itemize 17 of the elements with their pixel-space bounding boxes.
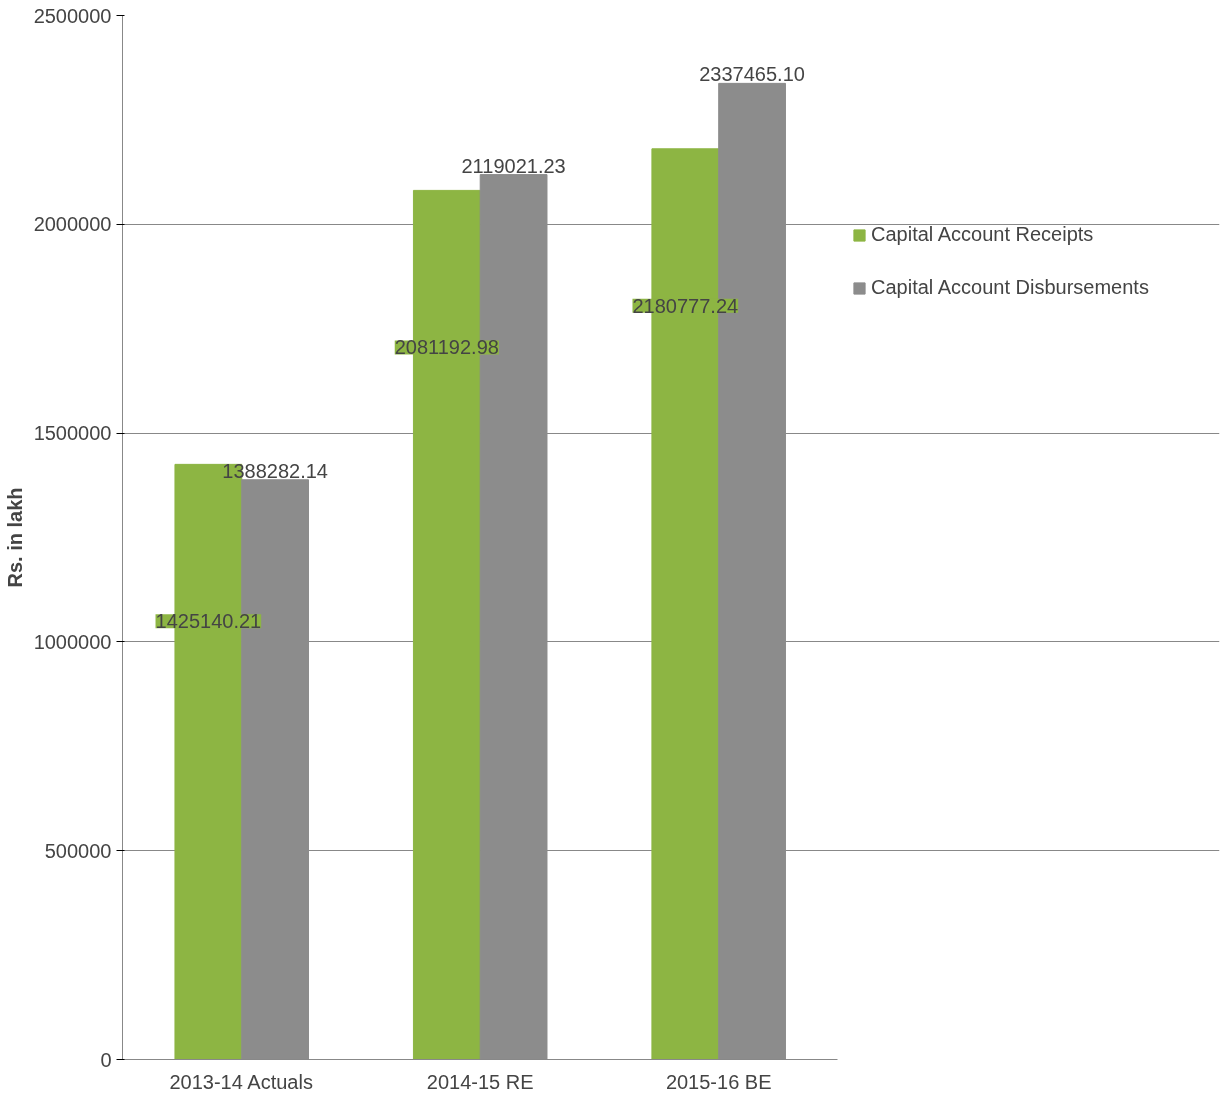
- y-axis-title: Rs. in lakh: [3, 487, 26, 588]
- legend-label: Capital Account Disbursements: [871, 276, 1149, 299]
- data-label: 2180777.24: [632, 294, 739, 317]
- data-label: 2081192.98: [394, 336, 499, 359]
- x-tick-label: 2013-14 Actuals: [169, 1070, 313, 1093]
- y-tick-label: 2000000: [33, 213, 112, 236]
- y-tick-label: 2500000: [33, 4, 112, 27]
- y-tick-label: 1500000: [33, 422, 112, 445]
- data-label: 2337465.10: [699, 63, 805, 86]
- y-tick-label: 0: [100, 1048, 112, 1071]
- x-tick-label: 2014-15 RE: [426, 1070, 534, 1093]
- y-tick-label: 1000000: [33, 630, 112, 653]
- data-label: 2119021.23: [461, 154, 566, 177]
- y-tick-label: 500000: [44, 839, 112, 862]
- x-tick-label: 2015-16 BE: [665, 1070, 772, 1093]
- data-label: 1425140.21: [155, 610, 262, 633]
- legend-label: Capital Account Receipts: [871, 223, 1094, 246]
